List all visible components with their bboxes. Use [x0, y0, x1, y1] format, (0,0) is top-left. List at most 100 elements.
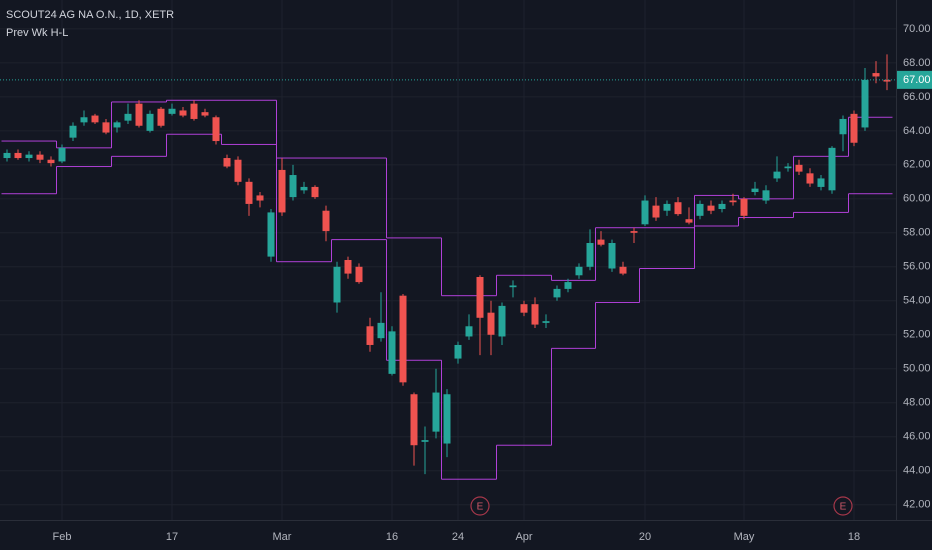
candle-body — [14, 152, 22, 159]
candle-body — [476, 276, 484, 318]
y-tick-label: 54.00 — [903, 295, 931, 307]
candle-body — [289, 175, 297, 198]
x-tick-label: Mar — [273, 531, 292, 543]
y-tick-label: 52.00 — [903, 329, 931, 341]
event-label: E — [840, 502, 847, 513]
candle-body — [465, 326, 473, 337]
y-tick-label: 48.00 — [903, 397, 931, 409]
candle-body — [839, 118, 847, 135]
y-tick-label: 70.00 — [903, 23, 931, 35]
candle-body — [58, 147, 66, 162]
candle-body — [498, 305, 506, 337]
candle-body — [663, 203, 671, 211]
candle-body — [652, 205, 660, 218]
candle-body — [300, 186, 308, 191]
candle-body — [564, 282, 572, 289]
candle-body — [355, 266, 363, 283]
candle-body — [729, 200, 737, 203]
candle-body — [685, 219, 693, 223]
candle-body — [454, 344, 462, 359]
candle-body — [410, 394, 418, 446]
y-tick-label: 56.00 — [903, 261, 931, 273]
x-tick-label: Feb — [53, 531, 72, 543]
candle-body — [861, 79, 869, 128]
candle-body — [553, 288, 561, 298]
candle-body — [388, 331, 396, 374]
candle-body — [707, 205, 715, 211]
candle-body — [3, 152, 11, 159]
candle-body — [267, 212, 275, 257]
candle-body — [619, 266, 627, 274]
y-tick-label: 64.00 — [903, 125, 931, 137]
candle-body — [212, 117, 220, 142]
candle-body — [630, 231, 638, 233]
event-marker — [470, 496, 490, 516]
candle-body — [25, 154, 33, 159]
candle-body — [36, 154, 44, 160]
event-marker — [833, 496, 853, 516]
candle-body — [311, 186, 319, 198]
candle-body — [883, 79, 891, 82]
candle-body — [190, 103, 198, 119]
y-tick-label: 66.00 — [903, 91, 931, 103]
candle-body — [223, 158, 231, 167]
y-tick-label: 42.00 — [903, 499, 931, 511]
x-tick-label: 20 — [639, 531, 651, 543]
y-tick-label: 68.00 — [903, 57, 931, 69]
y-tick-label: 62.00 — [903, 159, 931, 171]
candle-body — [322, 210, 330, 232]
candle-body — [432, 392, 440, 432]
candle-body — [762, 190, 770, 201]
candle-body — [487, 312, 495, 335]
candle-body — [113, 122, 121, 128]
indicator-legend: Prev Wk H-L — [6, 27, 68, 39]
candle-body — [520, 304, 528, 313]
candle-body — [828, 147, 836, 191]
x-tick-label: Apr — [515, 531, 532, 543]
indicator — [1, 99, 893, 480]
candle-body — [817, 178, 825, 187]
candles — [3, 54, 891, 475]
candle-body — [531, 304, 539, 325]
candle-body — [586, 243, 594, 267]
candle-body — [179, 110, 187, 116]
candle-body — [157, 108, 165, 126]
chart-title: SCOUT24 AG NA O.N., 1D, XETR — [6, 9, 174, 21]
candle-body — [806, 173, 814, 184]
candle-body — [718, 203, 726, 210]
x-tick-label: 18 — [848, 531, 860, 543]
candle-body — [509, 285, 517, 288]
candle-body — [124, 113, 132, 121]
y-tick-label: 44.00 — [903, 465, 931, 477]
last-price-box — [897, 70, 932, 89]
candle-body — [135, 103, 143, 126]
candle-body — [740, 198, 748, 216]
candle-body — [696, 203, 704, 216]
x-tick-label: 24 — [452, 531, 464, 543]
candle-body — [872, 73, 880, 77]
candle-body — [377, 322, 385, 339]
candle-body — [542, 321, 550, 323]
candle-body — [102, 122, 110, 133]
grid — [0, 0, 896, 520]
candle-body — [751, 188, 759, 193]
y-tick-label: 60.00 — [903, 193, 931, 205]
candle-body — [168, 108, 176, 114]
candle-body — [399, 295, 407, 383]
candle-body — [641, 200, 649, 225]
candle-body — [366, 326, 374, 345]
y-tick-label: 58.00 — [903, 227, 931, 239]
candle-body — [784, 166, 792, 169]
candle-body — [795, 164, 803, 172]
candle-body — [674, 202, 682, 215]
candle-body — [91, 115, 99, 123]
candle-body — [850, 113, 858, 143]
candle-body — [278, 169, 286, 213]
overlay: 67.00 E E — [0, 70, 932, 516]
event-label: E — [477, 502, 484, 513]
candle-body — [256, 195, 264, 201]
x-tick-label: 17 — [166, 531, 178, 543]
candle-body — [443, 394, 451, 444]
candle-body — [201, 112, 209, 116]
